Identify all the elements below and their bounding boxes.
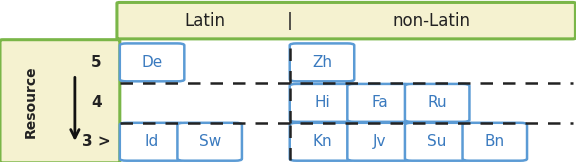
FancyBboxPatch shape: [347, 123, 412, 161]
Text: Sw: Sw: [199, 134, 221, 149]
FancyBboxPatch shape: [0, 40, 120, 162]
FancyBboxPatch shape: [405, 123, 469, 161]
Text: non-Latin: non-Latin: [392, 12, 470, 30]
Text: Su: Su: [427, 134, 447, 149]
FancyBboxPatch shape: [117, 2, 575, 39]
Text: Fa: Fa: [371, 95, 388, 110]
FancyBboxPatch shape: [290, 43, 354, 81]
Text: 3 >: 3 >: [82, 134, 111, 149]
FancyBboxPatch shape: [405, 84, 469, 122]
FancyBboxPatch shape: [120, 123, 184, 161]
Text: Kn: Kn: [312, 134, 332, 149]
Text: Zh: Zh: [312, 55, 332, 70]
FancyBboxPatch shape: [290, 84, 354, 122]
FancyBboxPatch shape: [290, 123, 354, 161]
Text: 5: 5: [91, 55, 102, 70]
FancyBboxPatch shape: [347, 84, 412, 122]
FancyBboxPatch shape: [463, 123, 527, 161]
FancyBboxPatch shape: [177, 123, 242, 161]
Text: Latin: Latin: [184, 12, 225, 30]
Text: Resource: Resource: [24, 65, 37, 138]
Text: Bn: Bn: [485, 134, 505, 149]
Text: Hi: Hi: [314, 95, 330, 110]
Text: Id: Id: [145, 134, 159, 149]
FancyBboxPatch shape: [120, 43, 184, 81]
Text: 4: 4: [91, 95, 102, 110]
Text: De: De: [142, 55, 162, 70]
Text: |: |: [287, 12, 293, 30]
Text: Ru: Ru: [427, 95, 447, 110]
Text: Jv: Jv: [373, 134, 386, 149]
